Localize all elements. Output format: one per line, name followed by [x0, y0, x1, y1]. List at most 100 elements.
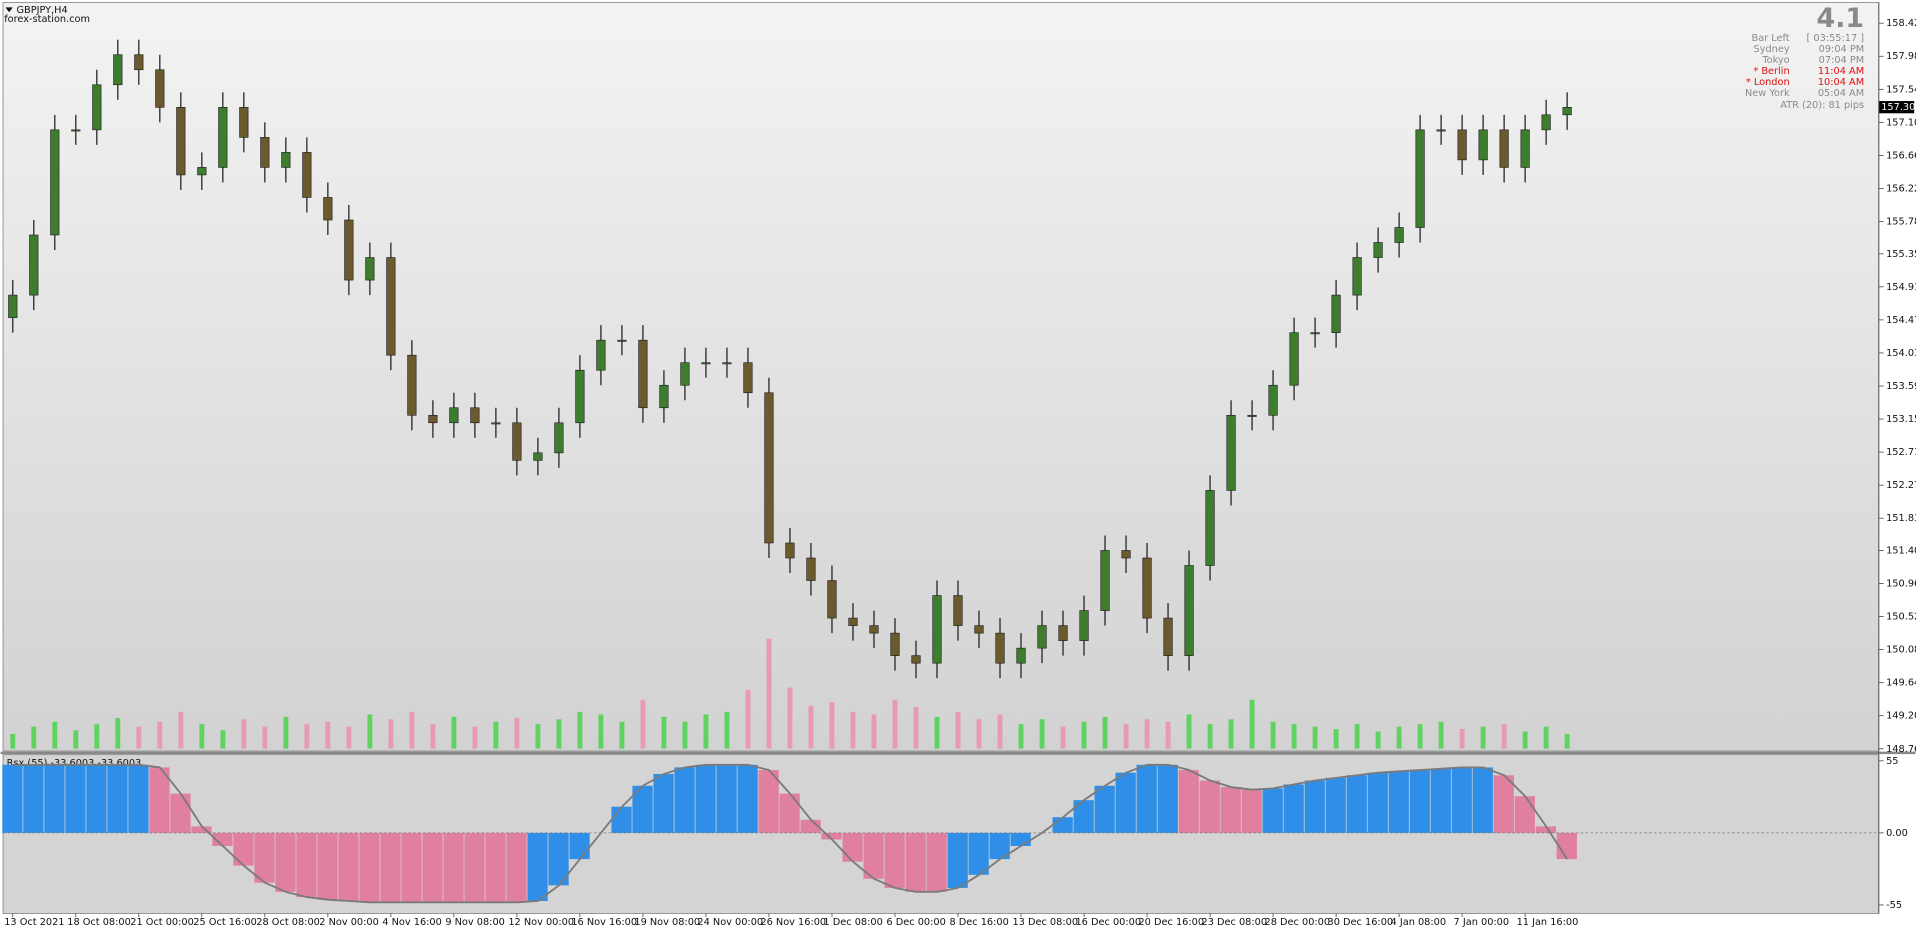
- y-tick-label: 154.910: [1886, 282, 1916, 293]
- candle-body: [1205, 490, 1215, 566]
- x-tick-label: 2 Nov 00:00: [319, 917, 379, 928]
- y-tick-label: 154.030: [1886, 348, 1916, 359]
- volume-bar: [682, 721, 688, 749]
- candle-body: [428, 414, 438, 424]
- x-tick-label: 13 Dec 08:00: [1012, 917, 1078, 928]
- volume-bar: [556, 719, 562, 749]
- volume-bar: [325, 721, 331, 749]
- volume-bar: [31, 726, 37, 749]
- candle-body: [575, 369, 585, 424]
- candle-body: [1394, 227, 1404, 243]
- candle-body: [71, 129, 81, 132]
- candle-body: [827, 580, 837, 619]
- rsx-bar: [380, 832, 401, 903]
- volume-bar: [493, 721, 499, 749]
- volume-bar: [220, 730, 226, 749]
- candle-body: [806, 557, 816, 581]
- candle-body: [344, 219, 354, 281]
- volume-bar: [52, 721, 58, 749]
- info-value: 07:04 PM: [1819, 55, 1864, 66]
- candle-body: [29, 234, 39, 296]
- y-tick-label: 156.660: [1886, 150, 1916, 161]
- candle-body: [386, 257, 396, 356]
- y-tick-label: 149.200: [1886, 711, 1916, 722]
- rsx-bar: [443, 832, 464, 903]
- chart-subtitle: forex-station.com: [4, 14, 90, 25]
- volume-bar: [1270, 721, 1276, 749]
- rsx-bar: [968, 832, 989, 875]
- volume-bar: [871, 714, 877, 749]
- rsx-bar: [1178, 770, 1199, 833]
- info-atr: ATR (20): 81 pips: [1780, 100, 1864, 111]
- x-tick-label: 16 Dec 00:00: [1075, 917, 1141, 928]
- candle-body: [260, 137, 270, 168]
- volume-bar: [388, 719, 394, 749]
- rsx-bar: [1073, 800, 1094, 833]
- x-tick-label: 4 Nov 16:00: [382, 917, 442, 928]
- candle-body: [638, 339, 648, 409]
- volume-bar: [1123, 724, 1129, 749]
- y-tick-label: 150.080: [1886, 645, 1916, 656]
- rsx-bar: [65, 764, 86, 833]
- rsx-bar: [989, 832, 1010, 860]
- volume-bar: [787, 687, 793, 749]
- volume-bar: [241, 719, 247, 749]
- volume-bar: [577, 711, 583, 749]
- y-tick-label: 154.470: [1886, 315, 1916, 326]
- candle-body: [8, 294, 18, 318]
- rsx-bar: [947, 832, 968, 888]
- x-tick-label: 16 Nov 16:00: [571, 917, 637, 928]
- volume-bar: [1438, 721, 1444, 749]
- volume-bar: [1228, 719, 1234, 749]
- rsx-bar: [779, 793, 800, 833]
- candle-body: [491, 422, 501, 425]
- y-tick-label: 157.100: [1886, 117, 1916, 128]
- volume-bar: [1417, 724, 1423, 749]
- volume-bar: [1522, 731, 1528, 749]
- rsx-bar: [1283, 784, 1304, 833]
- volume-bar: [262, 726, 268, 749]
- current-price-label: 157.302: [1881, 102, 1916, 113]
- volume-bar: [1333, 729, 1339, 749]
- rsx-bar: [233, 832, 254, 866]
- y-tick-label: 151.830: [1886, 513, 1916, 524]
- rsx-bar: [527, 832, 548, 902]
- candle-body: [680, 362, 690, 386]
- volume-bar: [1543, 726, 1549, 749]
- candle-body: [176, 107, 186, 176]
- rsx-bar: [653, 773, 674, 833]
- candle-body: [1184, 565, 1194, 656]
- rsx-bar: [506, 832, 527, 903]
- info-value: [ 03:55:17 ]: [1807, 33, 1865, 44]
- candle-body: [1226, 414, 1236, 491]
- volume-bar: [1375, 731, 1381, 749]
- volume-bar: [955, 711, 961, 749]
- x-tick-label: 1 Dec 08:00: [823, 917, 882, 928]
- rsx-bar: [1157, 764, 1178, 833]
- current-price-box: [1878, 101, 1915, 114]
- candle-body: [953, 595, 963, 626]
- y-tick-label: 149.640: [1886, 678, 1916, 689]
- info-value: 09:04 PM: [1819, 44, 1864, 55]
- volume-bar: [703, 714, 709, 749]
- volume-bar: [409, 711, 415, 749]
- menu-arrow[interactable]: [5, 7, 13, 13]
- candle-body: [1352, 257, 1362, 296]
- candle-body: [974, 625, 984, 634]
- candle-body: [218, 107, 228, 168]
- candle-body: [1100, 550, 1110, 611]
- volume-bar: [913, 707, 919, 749]
- info-label: New York: [1745, 88, 1790, 99]
- rsx-bar: [1430, 768, 1451, 833]
- candle-body: [596, 339, 606, 371]
- rsx-bar: [401, 832, 422, 903]
- info-label: Bar Left: [1752, 33, 1790, 44]
- candle-body: [197, 167, 207, 176]
- x-tick-label: 23 Dec 08:00: [1202, 917, 1268, 928]
- candle-body: [1142, 557, 1152, 619]
- rsx-bar: [359, 832, 380, 903]
- rsx-bar: [422, 832, 443, 903]
- x-tick-label: 18 Oct 08:00: [67, 917, 131, 928]
